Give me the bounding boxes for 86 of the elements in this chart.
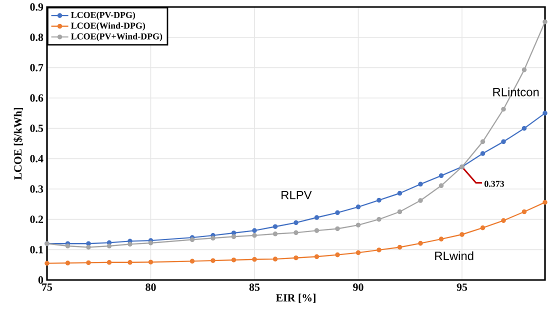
point	[376, 248, 382, 252]
point	[294, 230, 298, 236]
point	[252, 228, 257, 233]
point	[65, 244, 70, 248]
point	[480, 225, 486, 230]
annotation: 0.373	[484, 180, 504, 187]
point	[190, 258, 195, 264]
point	[376, 216, 382, 222]
point	[397, 190, 402, 196]
point	[231, 234, 236, 240]
point	[86, 244, 91, 250]
point	[522, 209, 527, 214]
point	[252, 256, 257, 262]
point	[542, 110, 548, 116]
point	[106, 260, 112, 265]
point	[86, 260, 91, 266]
point	[272, 256, 278, 262]
point	[438, 173, 444, 178]
x-axis-title: EIR [%]	[276, 294, 316, 303]
y-tick-label: 0.5	[30, 124, 44, 132]
point	[542, 200, 548, 205]
point	[335, 252, 340, 258]
point	[501, 139, 506, 144]
point	[418, 182, 423, 187]
annotation: RLPV	[282, 190, 312, 200]
point	[210, 236, 216, 241]
y-tick-label: 0.7	[30, 64, 44, 72]
annotation: RLwind	[435, 251, 474, 260]
legend-label: LCOE(Wind-DPG)	[71, 22, 146, 31]
point	[438, 183, 444, 188]
point	[231, 230, 236, 236]
point	[294, 220, 298, 226]
point	[522, 67, 527, 72]
point	[376, 198, 382, 203]
point	[314, 215, 320, 220]
point	[148, 260, 154, 264]
point	[356, 204, 361, 210]
point	[418, 198, 423, 203]
y-tick-label: 0.6	[30, 94, 44, 102]
point	[460, 232, 464, 237]
y-tick-label: 0.4	[30, 154, 44, 162]
point	[335, 226, 340, 232]
point	[65, 260, 70, 266]
point	[501, 106, 506, 112]
point	[397, 209, 402, 214]
x-tick-label: 80	[146, 284, 156, 291]
point	[231, 258, 236, 262]
y-tick-label: 0.3	[30, 185, 44, 193]
annotation: RLintcon	[493, 88, 539, 96]
point	[106, 244, 112, 248]
point	[522, 126, 527, 131]
point	[272, 224, 278, 230]
point	[128, 260, 132, 265]
point	[335, 210, 340, 216]
point	[44, 260, 50, 266]
y-axis-title: LCOE [$/kWh]	[14, 108, 23, 180]
point	[128, 242, 132, 247]
point	[252, 233, 257, 238]
point	[480, 151, 486, 156]
x-tick-label: 85	[249, 284, 260, 291]
point	[314, 228, 320, 233]
y-tick-label: 0	[38, 276, 44, 284]
y-tick-label: 0.1	[30, 246, 43, 254]
x-tick-label: 95	[456, 284, 468, 291]
y-tick-label: 0.2	[30, 216, 43, 224]
point	[190, 237, 195, 242]
point	[542, 19, 548, 24]
legend-label: LCOE(PV-DPG)	[71, 12, 136, 20]
point	[480, 139, 486, 144]
y-tick-label: 0.9	[30, 3, 44, 11]
point	[356, 250, 361, 256]
point	[148, 240, 154, 246]
point	[294, 255, 298, 260]
point	[272, 232, 278, 236]
point	[86, 241, 91, 246]
point	[314, 254, 320, 260]
point	[397, 244, 402, 250]
point	[210, 258, 216, 263]
point	[356, 222, 361, 228]
x-tick-label: 75	[42, 284, 52, 291]
point	[501, 218, 506, 223]
point	[438, 236, 444, 242]
legend-label: LCOE(PV+Wind-DPG)	[71, 33, 162, 42]
point	[418, 240, 423, 246]
y-tick-label: 0.8	[30, 34, 44, 42]
x-tick-label: 90	[353, 284, 364, 291]
